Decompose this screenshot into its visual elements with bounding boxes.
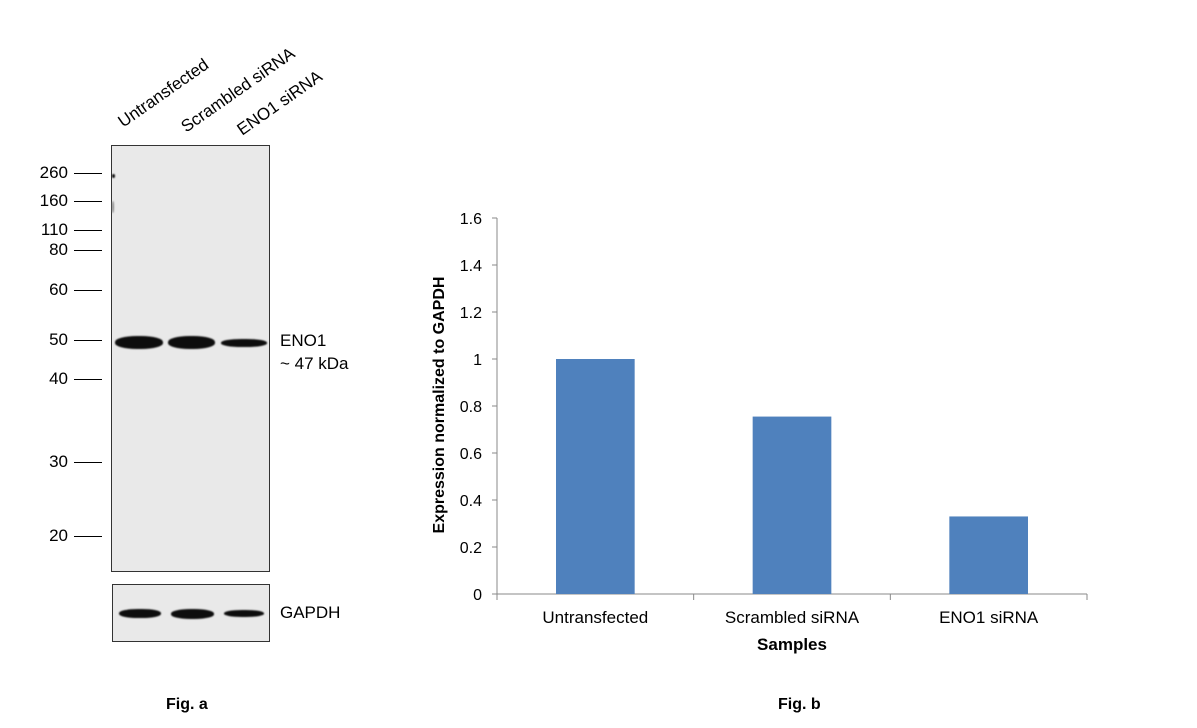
gapdh-band-untransfected	[119, 609, 161, 618]
figure-a-caption: Fig. a	[166, 696, 208, 713]
x-tick-label: Scrambled siRNA	[725, 608, 860, 627]
y-tick-label: 0	[473, 587, 482, 604]
x-tick-label: Untransfected	[542, 608, 648, 627]
mw-marker: 30	[0, 453, 102, 471]
ladder-spot	[112, 174, 115, 178]
mw-marker-tick	[74, 201, 102, 202]
y-tick-label: 1.2	[460, 305, 482, 322]
mw-marker-label: 80	[49, 240, 68, 259]
bar	[752, 416, 832, 594]
mw-marker-tick	[74, 340, 102, 341]
eno1-band-eno1-sirna	[221, 339, 267, 347]
y-tick-label: 1.6	[460, 211, 482, 228]
y-axis-label: Expression normalized to GAPDH	[431, 277, 448, 534]
mw-marker: 160	[0, 192, 102, 210]
eno1-band-scrambled-sirna	[168, 336, 215, 349]
mw-marker-tick	[74, 462, 102, 463]
y-tick-label: 0.4	[460, 493, 482, 510]
y-tick-label: 0.6	[460, 446, 482, 463]
y-tick-label: 0.8	[460, 399, 482, 416]
mw-marker: 20	[0, 527, 102, 545]
mw-marker-label: 60	[49, 280, 68, 299]
y-tick-label: 0.2	[460, 540, 482, 557]
target-size-label: ~ 47 kDa	[280, 354, 349, 373]
eno1-blot-panel	[111, 145, 270, 572]
mw-marker-tick	[74, 173, 102, 174]
ladder-spot	[112, 201, 114, 213]
gapdh-blot-panel	[112, 584, 270, 642]
mw-marker: 50	[0, 331, 102, 349]
mw-marker-label: 160	[39, 191, 68, 210]
mw-marker-label: 260	[39, 163, 68, 182]
mw-marker: 260	[0, 164, 102, 182]
mw-marker-tick	[74, 290, 102, 291]
mw-marker: 110	[0, 221, 102, 239]
mw-marker-tick	[74, 250, 102, 251]
mw-marker-tick	[74, 379, 102, 380]
gapdh-band-eno1-sirna	[224, 610, 264, 617]
bar	[556, 359, 635, 594]
bar	[949, 516, 1028, 594]
target-protein-label: ENO1	[280, 331, 327, 350]
mw-marker-label: 50	[49, 330, 68, 349]
mw-marker-label: 40	[49, 369, 68, 388]
y-tick-label: 1.4	[460, 258, 482, 275]
gapdh-band-scrambled-sirna	[171, 609, 214, 619]
mw-marker-tick	[74, 230, 102, 231]
mw-marker: 40	[0, 370, 102, 388]
western-blot-figure: Untransfected Scrambled siRNA ENO1 siRNA…	[0, 0, 420, 728]
mw-marker: 80	[0, 241, 102, 259]
plot-area: 0 0.2 0.4 0.6 0.8 1 1.2 1.4 1.6 Untransfected Scra…	[460, 211, 1088, 627]
loading-control-label: GAPDH	[280, 603, 341, 622]
x-tick-label: ENO1 siRNA	[939, 608, 1039, 627]
mw-marker-label: 30	[49, 452, 68, 471]
mw-marker-tick	[74, 536, 102, 537]
y-tick-label: 1	[473, 352, 482, 369]
x-axis-label: Samples	[757, 635, 827, 654]
eno1-band-untransfected	[115, 336, 163, 349]
mw-marker-label: 110	[40, 220, 68, 239]
mw-marker-label: 20	[49, 526, 68, 545]
figure-b-caption: Fig. b	[778, 696, 821, 713]
bar-chart: Expression normalized to GAPDH Samples 0…	[431, 211, 1088, 654]
mw-marker: 60	[0, 281, 102, 299]
